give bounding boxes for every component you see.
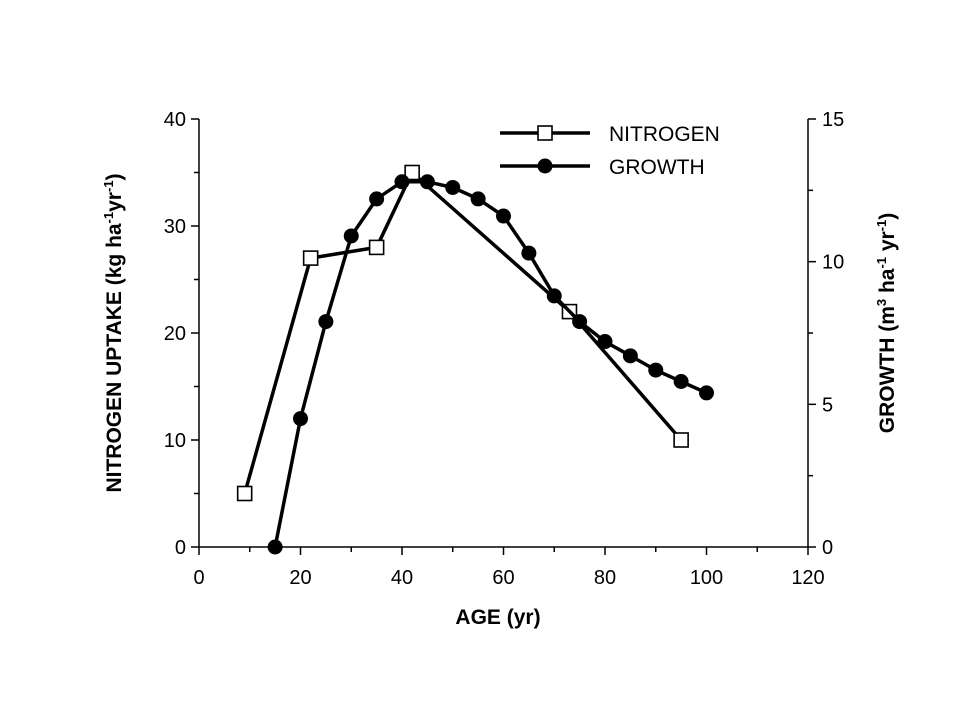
growth-point-10 <box>521 245 537 261</box>
growth-point-11 <box>546 288 562 304</box>
growth-point-17 <box>699 385 714 401</box>
growth-point-15 <box>648 362 664 378</box>
y-right-tick-label-0: 0 <box>822 537 833 559</box>
growth-point-16 <box>673 374 689 390</box>
y-left-tick-label-20: 20 <box>164 323 186 345</box>
legend-label-nitrogen: NITROGEN <box>609 123 720 146</box>
x-tick-label-80: 80 <box>594 567 616 589</box>
legend-marker-growth <box>537 158 553 174</box>
legend: NITROGEN GROWTH <box>500 123 720 179</box>
x-axis-title: AGE (yr) <box>455 606 540 629</box>
growth-point-3 <box>343 228 359 244</box>
growth-point-5 <box>394 174 410 190</box>
growth-point-8 <box>470 191 486 207</box>
nitrogen-line <box>243 170 683 494</box>
x-tick-label-60: 60 <box>492 567 514 589</box>
nitrogen-point-3 <box>404 164 420 181</box>
y-left-tick-label-10: 10 <box>164 430 186 452</box>
series-layer <box>236 164 714 555</box>
growth-point-1 <box>293 411 308 427</box>
growth-point-4 <box>369 191 385 207</box>
nitrogen-point-1 <box>302 250 319 266</box>
growth-line <box>273 180 708 548</box>
legend-marker-nitrogen <box>537 125 553 141</box>
x-tick-label-40: 40 <box>391 567 413 589</box>
y-left-tick-label-40: 40 <box>164 109 186 131</box>
y-right-tick-label-10: 10 <box>822 252 844 274</box>
growth-point-13 <box>597 334 613 350</box>
legend-label-growth: GROWTH <box>609 156 705 179</box>
nitrogen-point-0 <box>236 485 253 502</box>
y-axis-right-title: GROWTH (m3 ha-1 yr-1) <box>874 213 899 434</box>
x-tick-label-20: 20 <box>289 567 311 589</box>
growth-point-7 <box>445 179 461 195</box>
y-left-tick-label-0: 0 <box>175 537 186 559</box>
growth-point-14 <box>622 348 638 364</box>
axes: 0 20 40 60 80 100 120 0 10 20 30 40 0 5 10 15 <box>164 109 845 589</box>
growth-point-9 <box>496 208 511 224</box>
growth-point-2 <box>318 314 334 330</box>
growth-point-6 <box>419 174 435 190</box>
growth-point-0 <box>267 539 283 555</box>
nitrogen-point-2 <box>368 239 385 256</box>
growth-point-12 <box>572 314 588 330</box>
y-right-tick-label-5: 5 <box>822 394 833 416</box>
y-axis-left-title: NITROGEN UPTAKE (kg ha-1yr-1) <box>101 173 126 492</box>
x-tick-label-120: 120 <box>791 567 824 589</box>
x-tick-label-100: 100 <box>690 567 723 589</box>
y-right-tick-label-15: 15 <box>822 109 844 131</box>
nitrogen-point-5 <box>673 432 689 448</box>
x-tick-label-0: 0 <box>193 567 204 589</box>
y-left-tick-label-30: 30 <box>164 216 186 238</box>
